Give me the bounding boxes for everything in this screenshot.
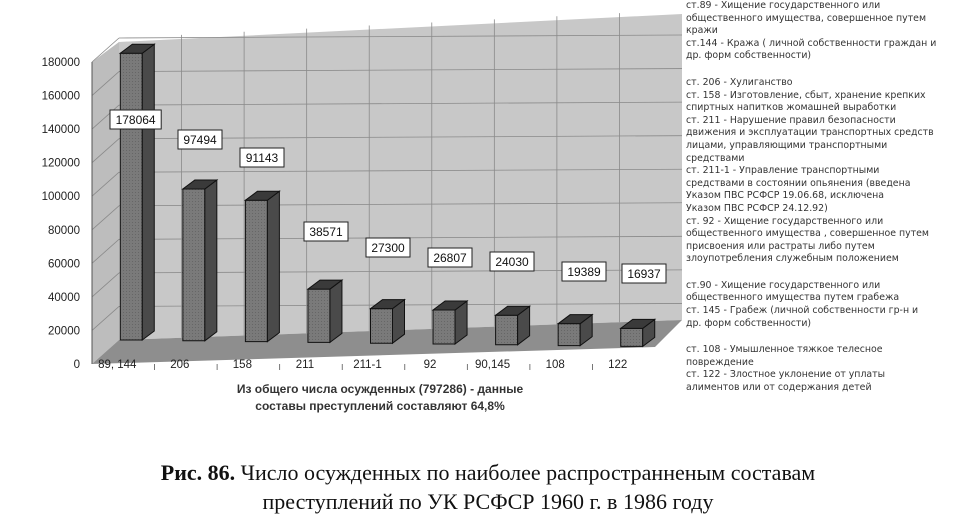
gridline-side [91, 306, 120, 331]
bar-front [432, 309, 456, 345]
data-label-box [239, 147, 285, 168]
legend-entry: ст. 122 - Злостное уклонение от уплаты а… [686, 369, 886, 394]
y-tick-label: 140000 [42, 124, 80, 136]
y-tick-label: 0 [74, 359, 80, 371]
bar-top [369, 299, 406, 310]
bar-front [620, 327, 644, 347]
bar-top [556, 314, 594, 325]
legend-entry: ст.144 - Кража ( личной собственности гр… [686, 37, 937, 62]
data-label: 24030 [495, 255, 529, 269]
gridline-side [91, 71, 120, 96]
y-tick-label: 40000 [48, 292, 80, 304]
bar-front [119, 52, 143, 341]
data-label-box [365, 237, 411, 258]
gridline-side [91, 37, 120, 63]
bar-top [494, 305, 532, 316]
data-label-box [109, 109, 162, 130]
y-tick-label: 20000 [48, 325, 80, 337]
bar-chart: 0 20000 40000 60000 80000 100000 120000 140000 1… [42, 13, 683, 413]
x-axis: 89, 144 206 158 211 211-1 92 90,145 108 122 [98, 359, 627, 371]
figure-caption: Рис. 86. Число осужденных по наиболее ра… [0, 458, 976, 516]
x-tick-label: 90,145 [475, 359, 510, 371]
data-label-box [561, 261, 607, 282]
bar-front [557, 323, 581, 347]
bar-front [370, 308, 393, 344]
caption-line2: преступлений по УК РСФСР 1960 г. в 1986 … [262, 489, 714, 514]
y-axis: 0 20000 40000 60000 80000 100000 120000 140000 1… [42, 57, 93, 371]
data-label-box [427, 247, 473, 268]
chart-note-line2: составы преступлений составляют 64,8% [255, 399, 505, 413]
gridline-side [91, 138, 120, 163]
data-label: 16937 [627, 267, 661, 281]
side-wall [92, 42, 119, 364]
bar-side [266, 190, 280, 343]
data-labels: 178064 97494 91143 38571 27300 26807 24030 1938… [109, 109, 667, 284]
data-label-box [489, 251, 535, 272]
data-label: 19389 [567, 265, 601, 279]
x-tick-label: 206 [170, 359, 189, 371]
gridline [118, 101, 683, 106]
x-tick-label: 122 [608, 359, 627, 371]
x-tick-label: 92 [424, 359, 437, 371]
data-label: 26807 [433, 251, 467, 265]
bar-top [243, 190, 281, 201]
caption-label: Рис. 86. [160, 460, 236, 485]
data-label: 91143 [246, 151, 279, 165]
gridline [118, 168, 683, 173]
y-tick-label: 160000 [42, 91, 80, 103]
legend-entry: ст. 211 - Нарушение правил безопасности … [686, 114, 934, 164]
gridline [118, 68, 683, 72]
caption-title: Число осужденных по наиболее распростран… [235, 460, 816, 485]
y-tick-label: 180000 [42, 57, 80, 69]
gridline [118, 34, 683, 39]
gridline-side [91, 171, 120, 197]
data-label: 97494 [183, 133, 217, 147]
bar-top [306, 279, 344, 290]
y-tick-label: 80000 [48, 225, 80, 237]
y-tick-label: 100000 [42, 191, 80, 203]
legend-entry: ст. 145 - Грабеж (личной собственности г… [686, 305, 919, 329]
legend-entry: ст. 206 - Хулиганство [686, 76, 793, 88]
x-tick-label: 211 [296, 359, 314, 371]
legend-entry: ст. 211-1 - Управление транспортными сре… [686, 165, 911, 214]
data-label: 178064 [116, 113, 156, 127]
gridline-side [91, 272, 120, 298]
bar-side [204, 179, 218, 342]
gridline-side [91, 205, 120, 231]
x-tick-label: 89, 144 [98, 359, 137, 371]
bar-top [181, 179, 219, 190]
bar-front [244, 199, 268, 343]
data-label-box [177, 129, 223, 150]
bar-side [329, 279, 343, 344]
chart-note-line1: Из общего числа осужденных (797286) - да… [237, 382, 524, 396]
x-tick-label: 108 [546, 359, 565, 371]
caption-line1: Рис. 86. Число осужденных по наиболее ра… [0, 458, 976, 487]
bar-top [118, 43, 156, 54]
legend-entry: ст. 108 - Умышленное тяжкое телесное пов… [686, 344, 883, 368]
data-label: 38571 [309, 225, 343, 239]
legend-notes: ст.89 - Хищение государственного или общ… [686, 0, 976, 395]
data-label-box [303, 221, 349, 242]
bar-front [307, 288, 331, 343]
gridline-side [91, 104, 120, 130]
legend-entry: ст.90 - Хищение государственного или общ… [686, 279, 900, 304]
gridline-side [91, 239, 120, 264]
data-label: 27300 [371, 241, 405, 255]
data-label-box [621, 263, 667, 284]
bar-top [619, 318, 657, 329]
bar-side [141, 43, 155, 341]
x-tick-label: 211-1 [353, 359, 382, 371]
x-tick-label: 158 [233, 359, 252, 371]
bar-top [431, 300, 469, 311]
bar-front [495, 314, 519, 346]
legend-entry: ст. 92 - Хищение государственного или об… [686, 215, 929, 265]
y-tick-label: 60000 [48, 258, 80, 270]
y-tick-label: 120000 [42, 158, 80, 170]
legend-entry: ст. 158 - Изготовление, сбыт, хранение к… [686, 89, 926, 114]
legend-entry: ст.89 - Хищение государственного или общ… [686, 0, 927, 37]
bar-front [182, 188, 206, 342]
